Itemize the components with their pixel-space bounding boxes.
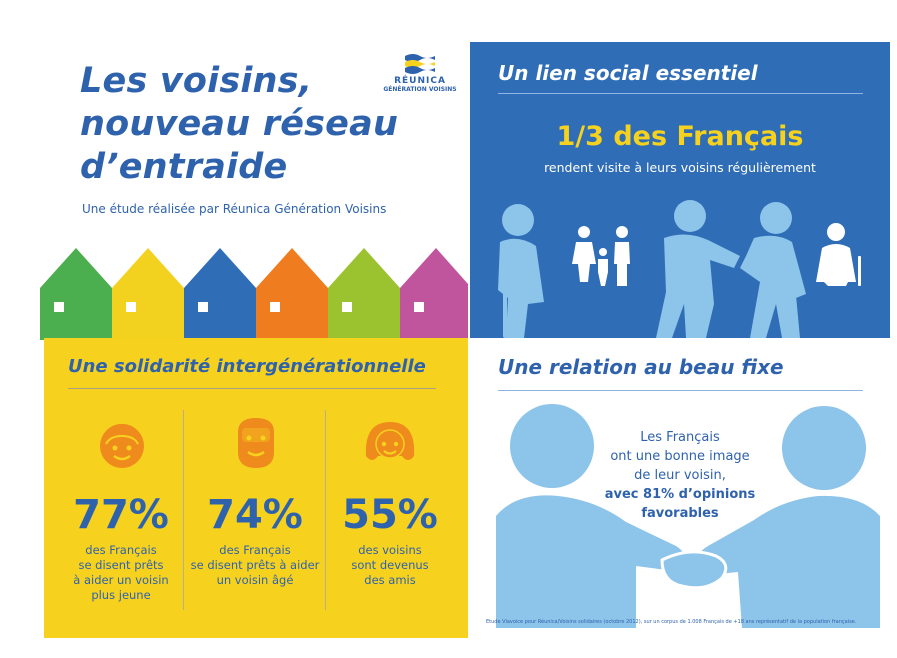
social-stat-caption: rendent visite à leurs voisins régulière… <box>544 160 816 175</box>
social-heading: Un lien social essentiel <box>498 61 758 85</box>
relation-text-line: Les Français <box>640 430 720 445</box>
house-green <box>40 248 112 340</box>
caption-line: un voisin âgé <box>216 573 294 587</box>
title-line-1: Les voisins, <box>80 61 313 101</box>
page-title: Les voisins, nouveau réseau d’entraide <box>80 60 420 189</box>
handshake-icon <box>496 404 880 628</box>
social-stat: 1/3 des Français <box>556 121 804 152</box>
solidarity-heading: Une solidarité intergénérationnelle <box>68 356 426 377</box>
relation-text: Les Français ont une bonne image de leur… <box>590 428 770 523</box>
page-subtitle: Une étude réalisée par Réunica Génératio… <box>82 202 387 216</box>
caption-line: des Français <box>219 543 291 557</box>
relation-text-line: de leur voisin, <box>634 468 726 483</box>
logo-text-bottom: GÉNÉRATION VOISINS <box>383 86 457 93</box>
house-lime <box>328 248 400 340</box>
relation-text-line: ont une bonne image <box>610 449 750 464</box>
caption-line: se disent prêts <box>78 558 164 572</box>
grandmother-icon <box>816 223 861 286</box>
caption-line: plus jeune <box>91 588 151 602</box>
stat-caption-1: des Français se disent prêts à aider un … <box>56 543 186 603</box>
stat-caption-2: des Français se disent prêts à aider un … <box>190 543 320 588</box>
bearded-man-face-icon <box>238 418 274 468</box>
house-magenta <box>400 248 468 340</box>
caption-line: à aider un voisin <box>73 573 169 587</box>
handshake-men-icon <box>656 200 806 338</box>
social-link-panel <box>470 42 890 338</box>
reunica-logo: RÉUNICA GÉNÉRATION VOISINS <box>380 52 460 93</box>
caption-line: des Français <box>85 543 157 557</box>
boy-face-icon <box>100 424 144 468</box>
caption-line: se disent prêts à aider <box>190 558 320 572</box>
solidarity-divider <box>68 388 436 389</box>
stat-percent-1: 77% <box>73 492 169 538</box>
stat-percent-3: 55% <box>342 492 438 538</box>
houses-illustration <box>40 248 468 340</box>
house-yellow <box>112 248 184 340</box>
relation-heading: Une relation au beau fixe <box>498 355 784 379</box>
stat-percent-2: 74% <box>207 492 303 538</box>
column-separator <box>325 410 326 610</box>
caption-line: des amis <box>364 573 416 587</box>
relation-divider <box>498 390 863 391</box>
woman-face-icon <box>365 422 415 460</box>
elderly-man-icon <box>498 204 544 338</box>
title-line-3: d’entraide <box>80 147 288 187</box>
column-separator <box>183 410 184 610</box>
relation-text-bold: avec 81% d’opinions <box>604 487 756 502</box>
house-orange <box>256 248 328 340</box>
footnote: Etude Viavoice pour Réunica/Voisins soli… <box>486 619 857 625</box>
caption-line: des voisins <box>358 543 422 557</box>
title-line-2: nouveau réseau <box>80 104 399 144</box>
stat-caption-3: des voisins sont devenus des amis <box>325 543 455 588</box>
caption-line: sont devenus <box>351 558 429 572</box>
relation-text-bold: favorables <box>641 506 719 521</box>
family-icon <box>572 226 630 286</box>
social-divider <box>498 93 863 94</box>
house-blue <box>184 248 256 340</box>
logo-text-top: RÉUNICA <box>394 76 446 86</box>
people-illustration <box>498 200 861 338</box>
flag-icon <box>405 54 435 74</box>
